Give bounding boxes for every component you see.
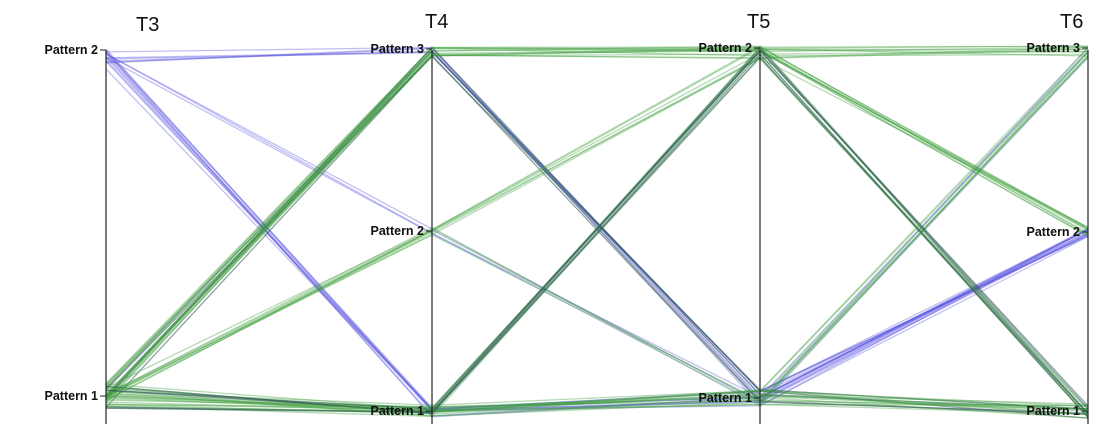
tick-label-t5-pattern-2: Pattern 2 bbox=[699, 41, 753, 55]
polyline-green-group-6 bbox=[105, 46, 1089, 418]
polyline-green-group-11 bbox=[105, 56, 1089, 417]
polyline-blue-group-2 bbox=[105, 47, 1089, 403]
polyline-green-group-4 bbox=[105, 45, 1089, 405]
polyline-green-group-9 bbox=[105, 46, 1089, 411]
polyline-blue-group-1 bbox=[105, 56, 1089, 413]
tick-label-t6-pattern-1: Pattern 1 bbox=[1027, 404, 1081, 418]
polyline-blue-group-1 bbox=[105, 60, 1089, 411]
tick-label-t6-pattern-3: Pattern 3 bbox=[1027, 41, 1081, 55]
tick-label-t3-pattern-2: Pattern 2 bbox=[45, 43, 99, 57]
tick-label-t5-pattern-1: Pattern 1 bbox=[699, 391, 753, 405]
axis-title-t3: T3 bbox=[136, 14, 159, 36]
polyline-green-group-8 bbox=[105, 389, 1089, 416]
polyline-blue-group-1 bbox=[105, 52, 1089, 417]
polyline-green-group-5 bbox=[105, 50, 1089, 396]
axes-layer: T3 T4 T5 T6 Pattern 1 Pattern 2 Pattern … bbox=[45, 11, 1089, 424]
polyline-green-group-5 bbox=[105, 49, 1089, 403]
polyline-green-group-8 bbox=[105, 394, 1089, 413]
polyline-blue-group-1 bbox=[105, 50, 1089, 409]
polyline-green-group-4 bbox=[105, 45, 1089, 388]
polyline-dark-group-3 bbox=[105, 49, 1089, 416]
polyline-green-group-8 bbox=[105, 390, 1089, 417]
polyline-green-group-4 bbox=[105, 48, 1089, 387]
tick-label-t6-pattern-2: Pattern 2 bbox=[1027, 225, 1081, 239]
polyline-green-group-8 bbox=[105, 394, 1089, 411]
tick-label-t4-pattern-2: Pattern 2 bbox=[371, 224, 425, 238]
polyline-green-group-8 bbox=[105, 395, 1089, 415]
polyline-green-group-11 bbox=[105, 47, 1089, 411]
polyline-green-group-5 bbox=[105, 46, 1089, 386]
polyline-blue-group-1 bbox=[105, 68, 1089, 410]
tick-label-t4-pattern-1: Pattern 1 bbox=[371, 404, 425, 418]
polyline-green-group-6 bbox=[105, 57, 1089, 411]
polyline-green-group-4 bbox=[105, 48, 1089, 385]
polyline-blue-group-2 bbox=[105, 50, 1089, 398]
polyline-green-group-11 bbox=[105, 51, 1089, 415]
tick-label-t3-pattern-1: Pattern 1 bbox=[45, 389, 99, 403]
polyline-green-group-4 bbox=[105, 46, 1089, 400]
polyline-green-group-11 bbox=[105, 50, 1089, 413]
polyline-green-group-4 bbox=[105, 48, 1089, 401]
polyline-dark-group-3 bbox=[105, 55, 1089, 410]
polyline-blue-group-1 bbox=[105, 48, 1089, 411]
polyline-green-group-8 bbox=[105, 383, 1089, 419]
polyline-green-group-8 bbox=[105, 394, 1089, 412]
polyline-blue-group-1 bbox=[105, 55, 1089, 410]
polylines-layer bbox=[105, 45, 1089, 419]
polyline-dark-group-10 bbox=[105, 49, 1089, 413]
polyline-dark-group-10 bbox=[105, 46, 1089, 415]
axis-title-t5: T5 bbox=[747, 11, 770, 33]
axis-title-t4: T4 bbox=[425, 11, 448, 33]
polyline-green-group-6 bbox=[105, 56, 1089, 418]
tick-label-t4-pattern-3: Pattern 3 bbox=[371, 42, 425, 56]
polyline-dark-group-3 bbox=[105, 50, 1089, 419]
polyline-green-group-5 bbox=[105, 45, 1089, 396]
polyline-green-group-8 bbox=[105, 399, 1089, 408]
polyline-blue-group-1 bbox=[105, 51, 1089, 418]
polyline-green-group-4 bbox=[105, 46, 1089, 397]
polyline-green-group-4 bbox=[105, 47, 1089, 398]
axis-title-t6: T6 bbox=[1060, 11, 1083, 33]
polyline-blue-group-1 bbox=[105, 59, 1089, 410]
polyline-green-group-4 bbox=[105, 47, 1089, 384]
polyline-green-group-4 bbox=[105, 50, 1089, 396]
